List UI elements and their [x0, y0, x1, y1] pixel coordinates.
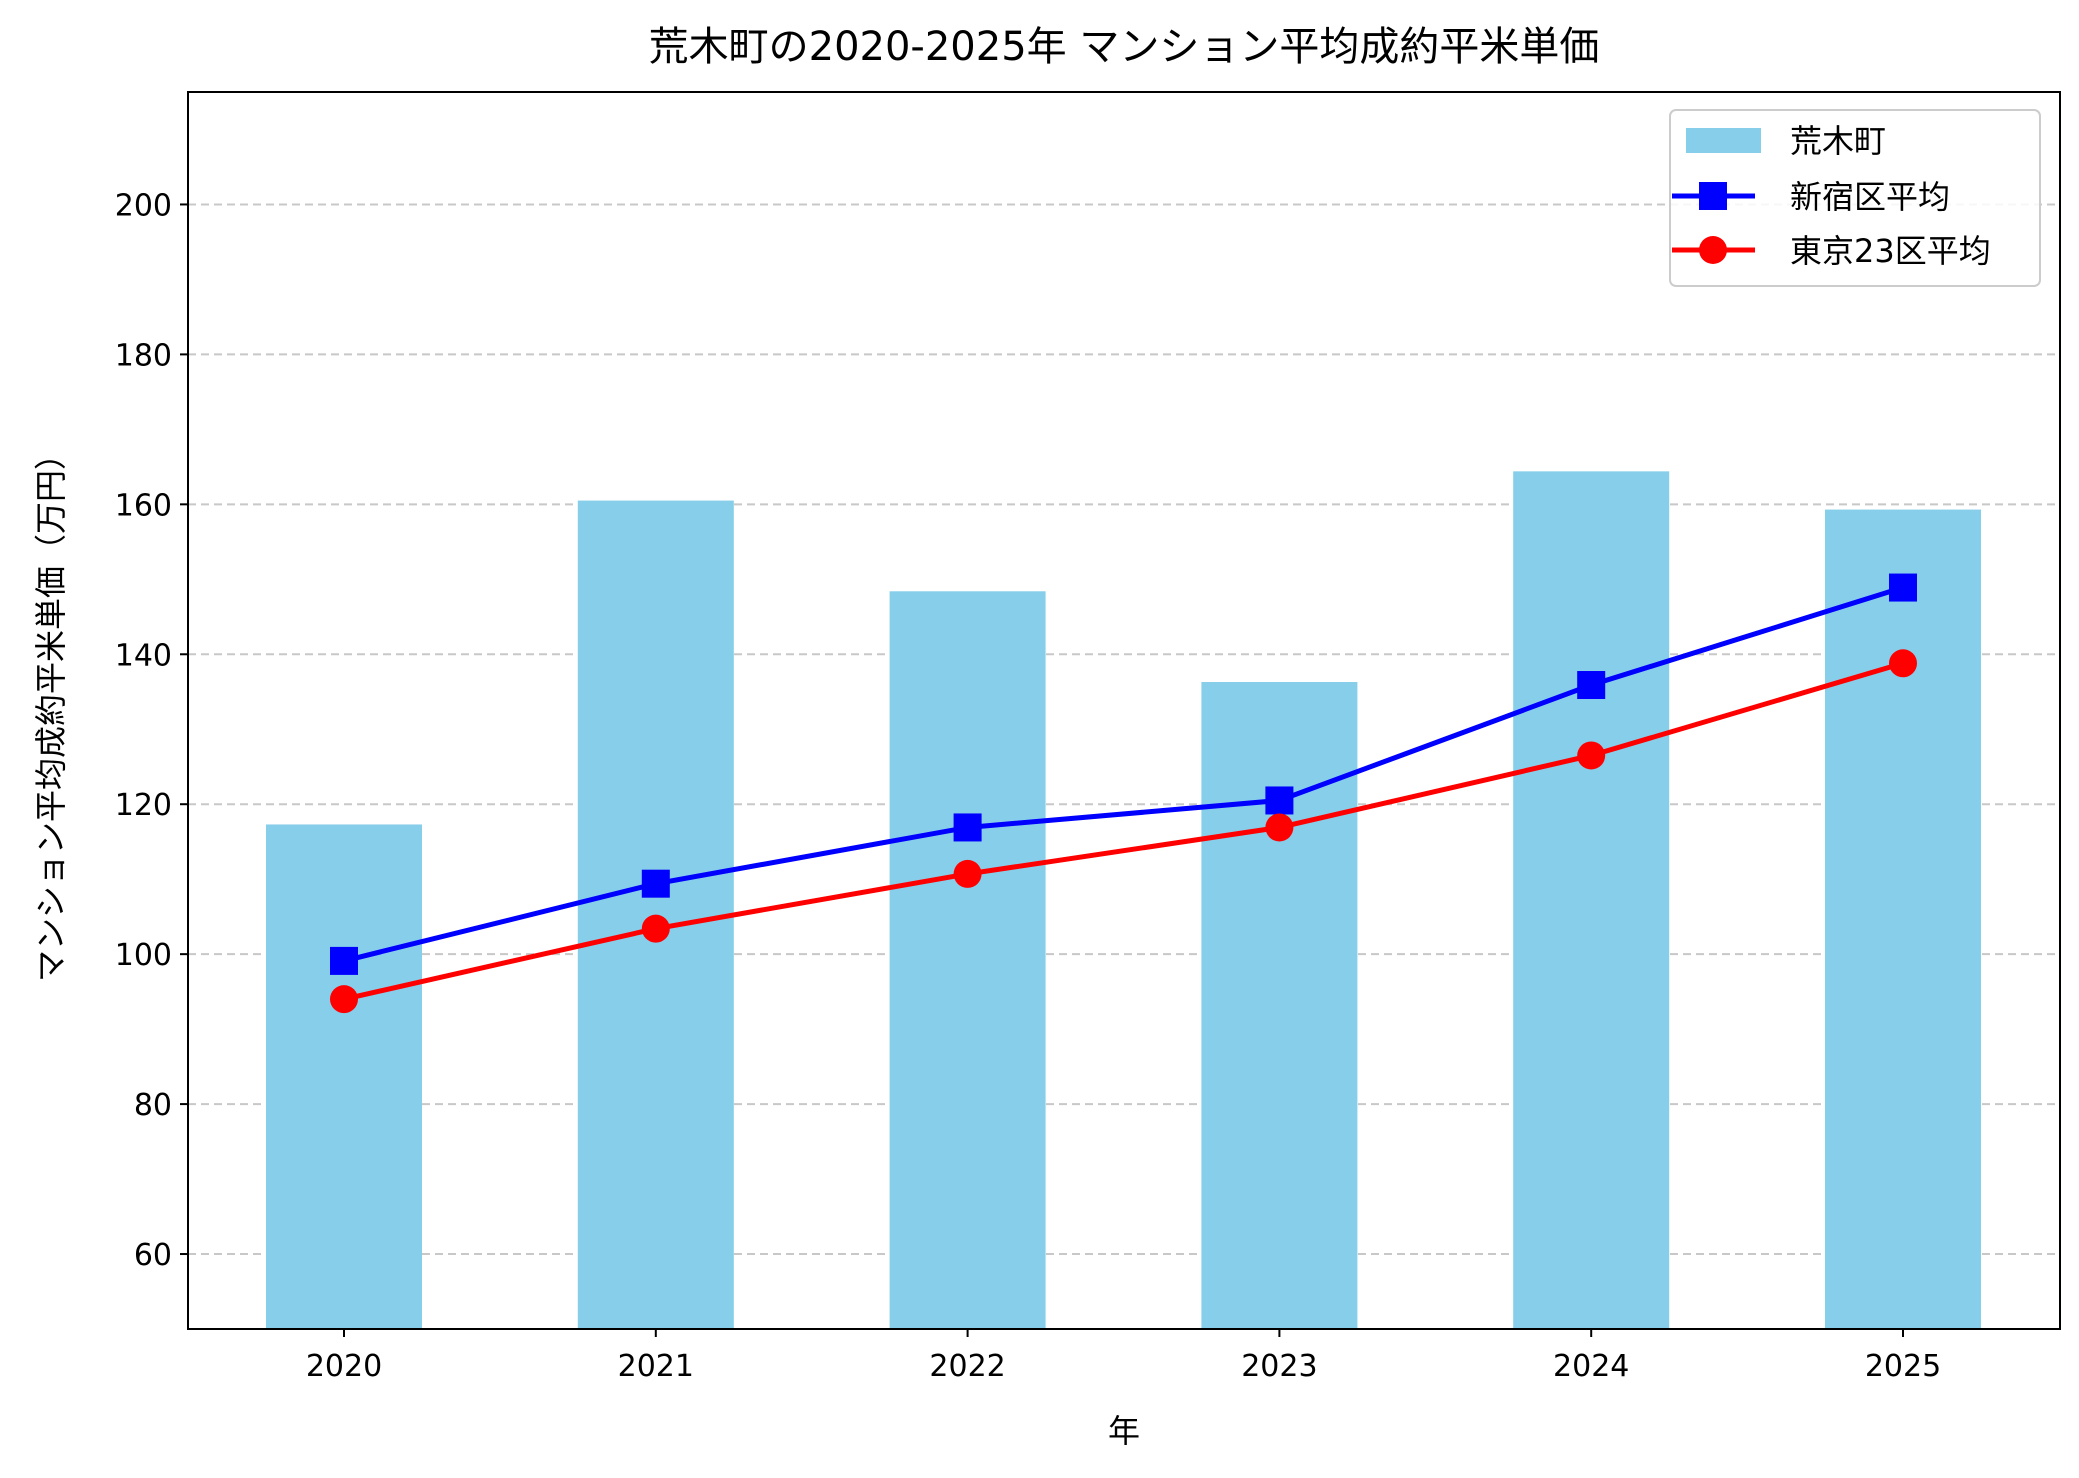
square-marker-2024 [1577, 671, 1606, 700]
legend-label-arakicho: 荒木町 [1790, 122, 1886, 160]
lines [330, 573, 1917, 1014]
bar-2022 [889, 591, 1046, 1329]
line-series-2 [343, 660, 1904, 1002]
legend-label-tokyo23: 東京23区平均 [1790, 232, 1991, 270]
bar-2020 [266, 824, 422, 1329]
y-tick-label: 160 [115, 488, 172, 523]
x-tick-label: 2024 [1553, 1349, 1629, 1384]
square-marker-2020 [330, 946, 358, 975]
legend-circle-marker [1699, 236, 1727, 264]
x-axis-label: 年 [1108, 1412, 1140, 1450]
circle-marker-2020 [330, 985, 358, 1014]
bars [266, 471, 1981, 1330]
line-series-1 [343, 585, 1904, 964]
circle-marker-2024 [1577, 741, 1606, 770]
square-marker-2023 [1265, 786, 1294, 815]
y-tick-label: 140 [115, 638, 172, 673]
x-tick-label: 2020 [306, 1349, 382, 1384]
circle-marker-2022 [953, 859, 982, 888]
y-tick-label: 180 [115, 338, 172, 373]
chart-title: 荒木町の2020-2025年 マンション平均成約平米単価 [649, 24, 1600, 70]
circle-marker-2023 [1265, 813, 1294, 842]
square-marker-2022 [953, 813, 982, 842]
square-marker-2025 [1889, 573, 1917, 602]
legend-swatch-bar [1686, 128, 1761, 153]
legend-label-shinjuku: 新宿区平均 [1790, 178, 1950, 216]
x-axis: 2020 2021 2022 2023 2024 2025 [306, 1329, 1941, 1384]
square-marker-2021 [641, 869, 670, 898]
legend-box [1669, 109, 2041, 287]
y-tick-label: 120 [115, 788, 172, 823]
y-tick-label: 100 [115, 938, 172, 973]
plot-frame [187, 91, 2061, 1330]
y-axis: 60 80 100 120 140 160 180 200 [115, 188, 188, 1273]
circle-marker-2021 [641, 914, 670, 943]
x-tick-label: 2023 [1241, 1349, 1317, 1384]
grid [188, 203, 2060, 1256]
x-tick-label: 2021 [618, 1349, 694, 1384]
y-tick-label: 80 [134, 1088, 172, 1123]
bar-2024 [1513, 471, 1670, 1329]
circle-marker-2025 [1889, 649, 1917, 678]
legend-square-marker [1699, 182, 1727, 210]
y-axis-label: マンション平均成約平米単価（万円） [32, 438, 70, 982]
bar-2025 [1825, 509, 1981, 1330]
y-tick-label: 200 [115, 188, 172, 223]
x-tick-label: 2022 [929, 1349, 1005, 1384]
legend: 荒木町 新宿区平均 東京23区平均 [1669, 109, 2041, 287]
x-tick-label: 2025 [1865, 1349, 1941, 1384]
y-tick-label: 60 [134, 1238, 172, 1273]
